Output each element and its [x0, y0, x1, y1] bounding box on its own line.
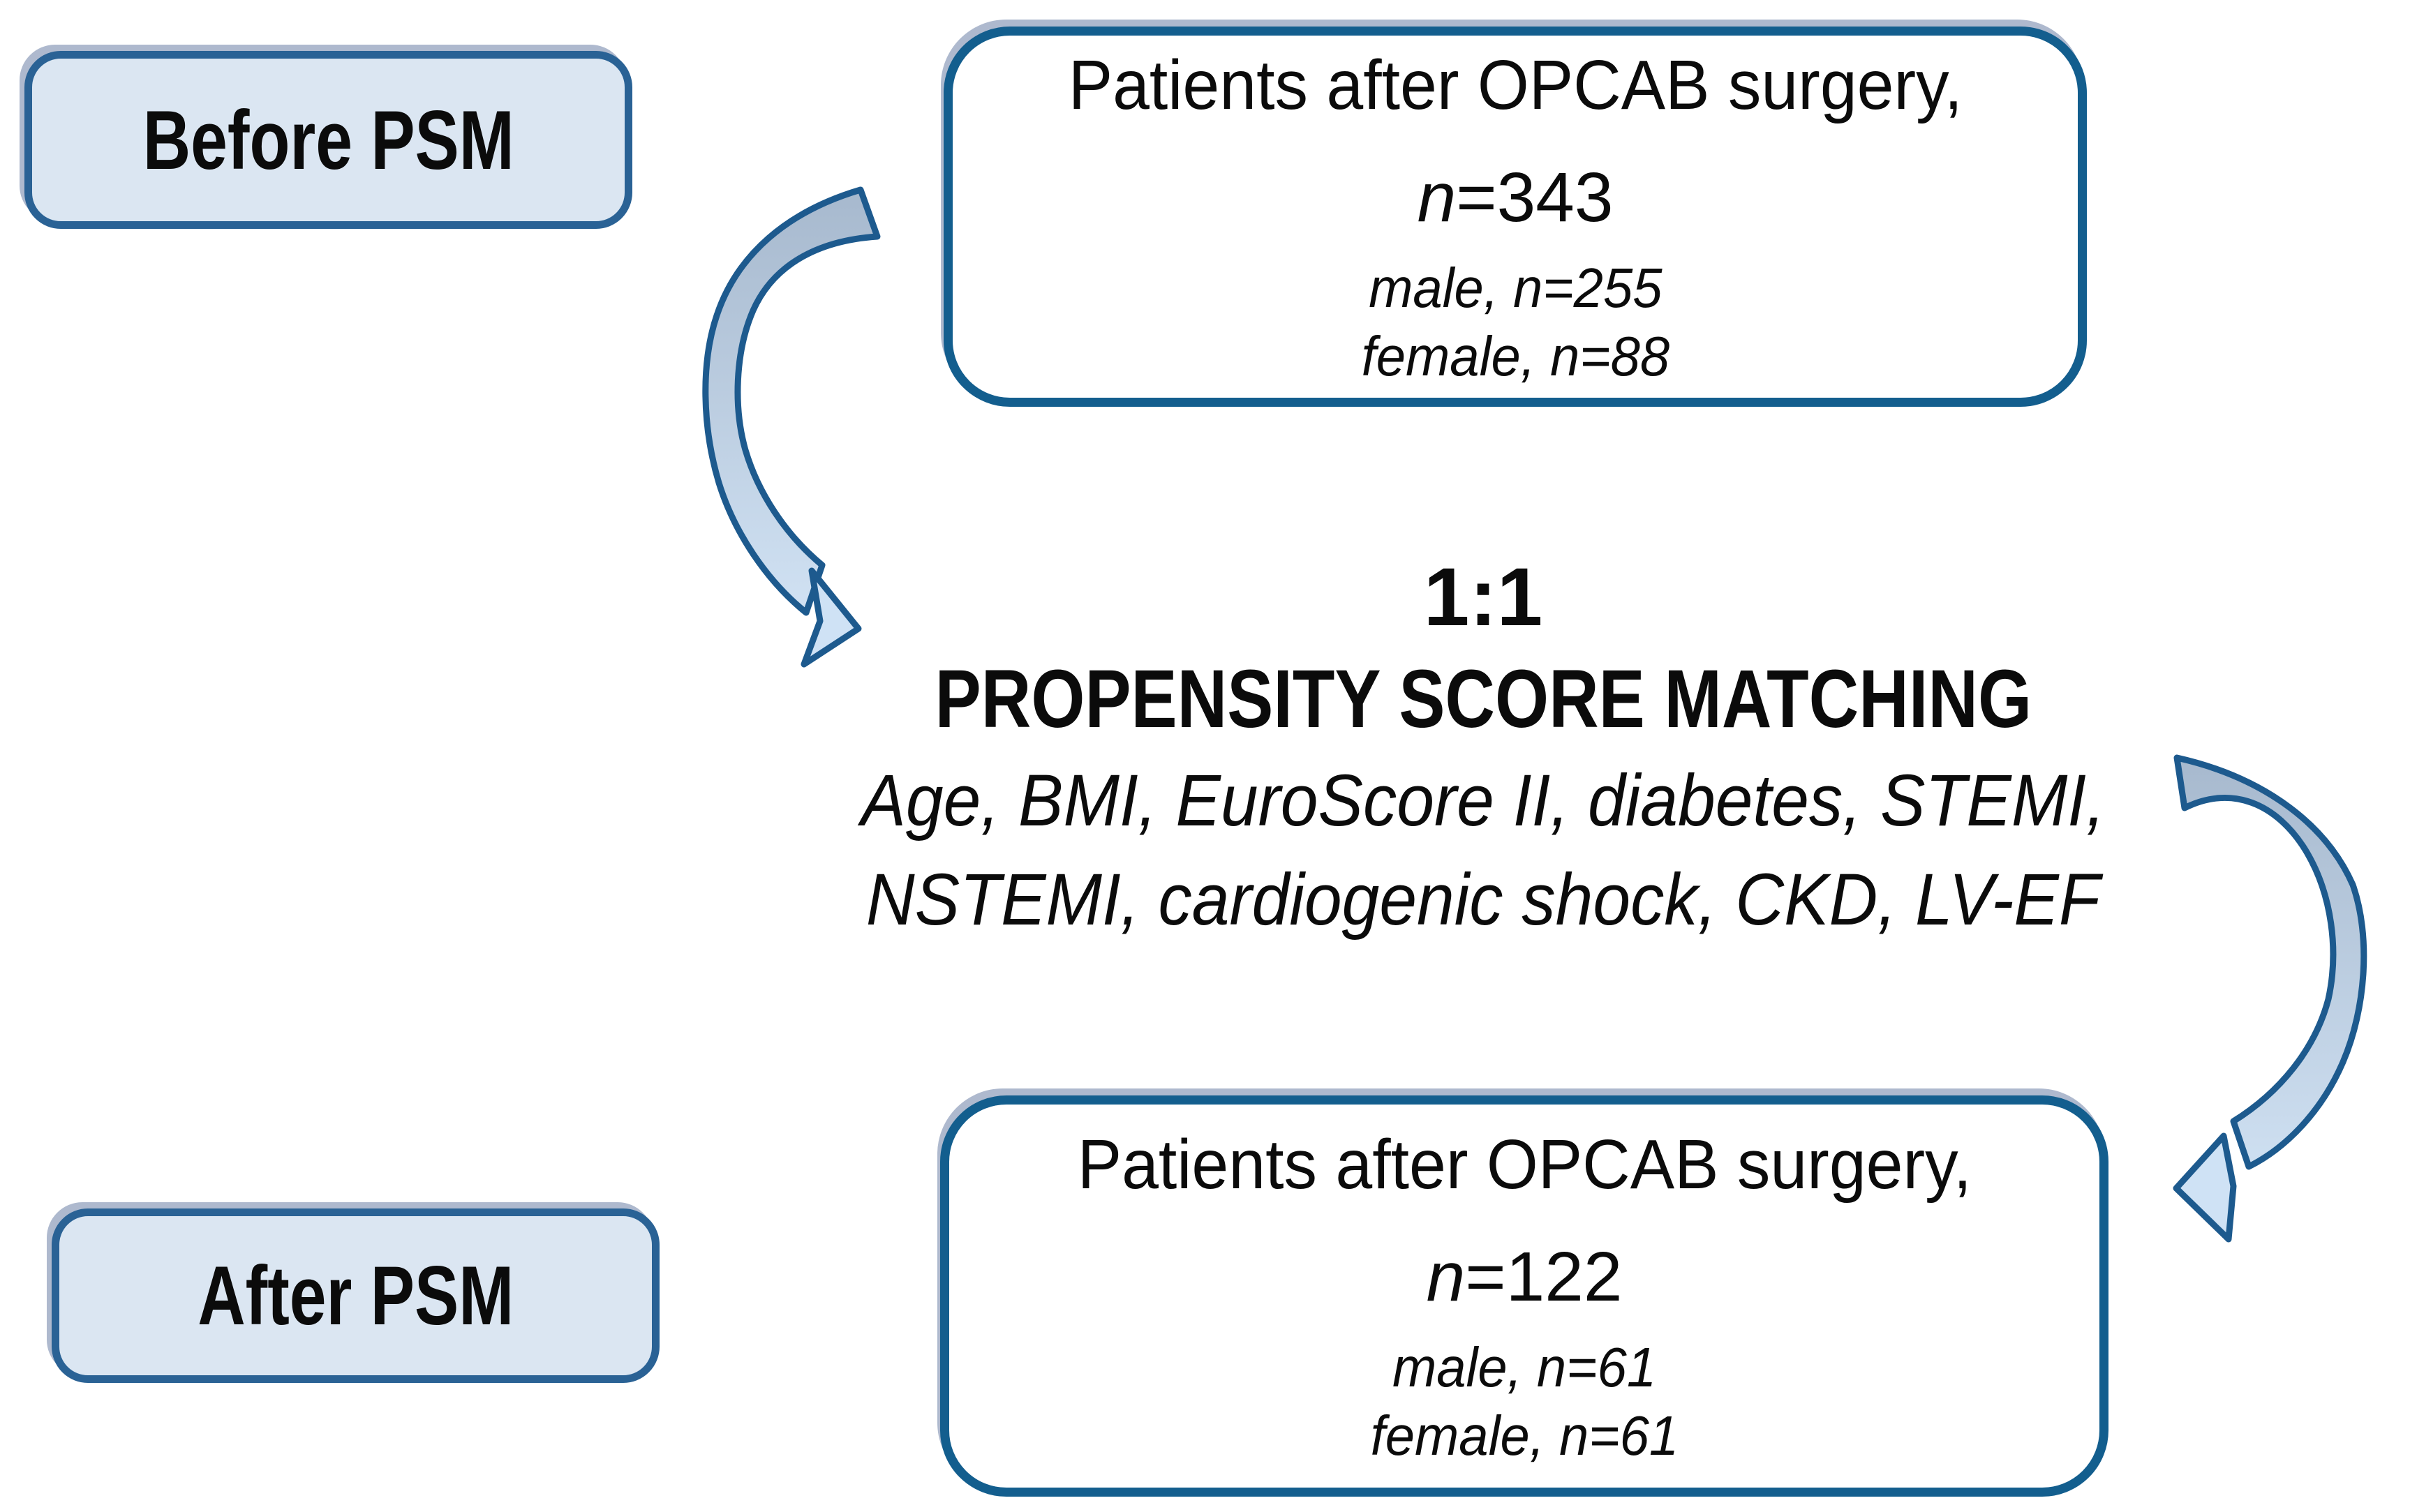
top-box-n-value: =343 [1456, 158, 1614, 237]
bottom-box-n-total: n=122 [1427, 1236, 1623, 1318]
patients-before-psm-box: Patients after OPCAB surgery, n=343 male… [944, 27, 2087, 407]
patients-after-psm-box: Patients after OPCAB surgery, n=122 male… [940, 1095, 2108, 1497]
top-box-female-count: female, n=88 [1361, 324, 1669, 387]
bottom-box-title: Patients after OPCAB surgery, [1077, 1125, 1972, 1204]
top-box-n-total: n=343 [1418, 156, 1614, 239]
bottom-box-female-count: female, n=61 [1370, 1404, 1679, 1467]
bottom-box-n-symbol: n [1426, 1237, 1466, 1316]
matching-covariates-line1: Age, BMI, EuroScore II, diabetes, STEMI, [861, 760, 2106, 841]
before-psm-label: Before PSM [142, 93, 514, 187]
top-box-n-symbol: n [1417, 158, 1457, 237]
bottom-box-male-count: male, n=61 [1392, 1335, 1657, 1398]
top-box-title: Patients after OPCAB surgery, [1068, 45, 1963, 124]
bottom-box-n-value: =122 [1465, 1237, 1623, 1316]
matching-covariates-line2: NSTEMI, cardiogenic shock, CKD, LV-EF [865, 859, 2101, 941]
top-box-male-count: male, n=255 [1368, 256, 1663, 319]
matching-ratio: 1:1 [1423, 551, 1543, 643]
after-psm-label: After PSM [198, 1249, 514, 1342]
after-psm-label-box: After PSM [52, 1208, 660, 1383]
before-psm-label-box: Before PSM [24, 51, 632, 229]
matching-block: 1:1 PROPENSITY SCORE MATCHING Age, BMI, … [663, 548, 2303, 950]
matching-heading: PROPENSITY SCORE MATCHING [935, 653, 2032, 745]
